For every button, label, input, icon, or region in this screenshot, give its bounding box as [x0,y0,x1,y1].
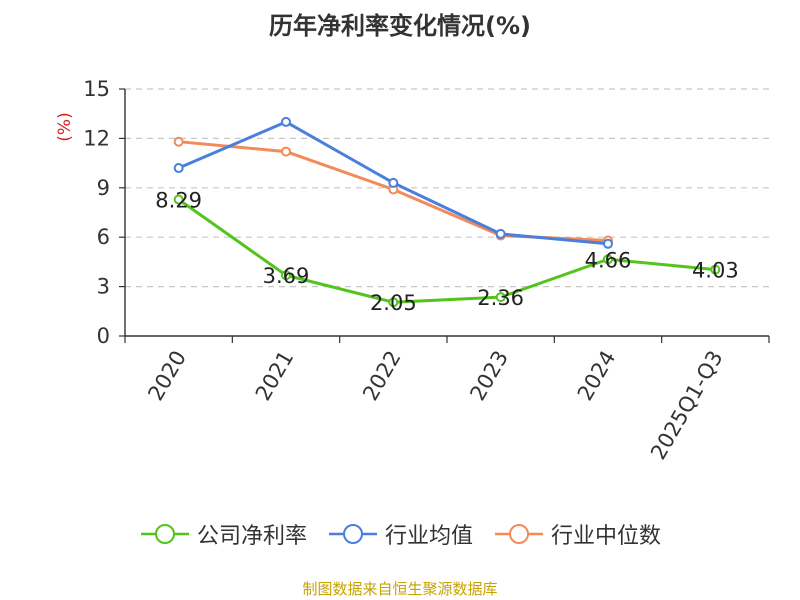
legend-circle [509,524,529,544]
data-point [603,238,613,249]
legend-label-industry-median: 行业中位数 [551,524,662,549]
legend-circle [154,524,175,544]
data-point [495,292,506,303]
legend-marker-industry-median [495,524,543,544]
y-tick-label: 12 [83,126,110,150]
data-point [173,163,184,174]
legend-label-industry-mean: 行业均值 [384,524,473,549]
data-point [603,254,613,265]
legend-item-industry-mean[interactable]: 行业均值 [327,518,473,550]
data-label: 4.03 [692,259,739,283]
data-label: 4.66 [585,248,632,272]
data-point [710,264,721,275]
x-tick-label: 2025Q1-Q3 [646,347,728,464]
x-tick-label: 2021 [251,347,299,405]
data-point [388,177,399,188]
y-tick-label: 3 [97,275,110,299]
series-line [177,198,716,304]
data-point [495,228,506,239]
data-label: 2.05 [370,291,417,315]
y-tick-label: 0 [97,324,110,348]
data-point [173,194,184,205]
data-point [388,297,399,308]
data-point [281,116,291,127]
data-label: 2.36 [477,286,524,310]
data-point [281,146,291,157]
legend-marker-company [140,524,189,544]
data-label: 3.69 [263,264,310,288]
y-tick-label: 6 [97,225,110,249]
data-label: 8.29 [155,188,202,212]
legend-circle [342,524,363,544]
legend-item-industry-median[interactable]: 行业中位数 [493,518,661,550]
chart-legend: 公司净利率 行业均值 行业中位数 [0,518,800,550]
legend-item-company[interactable]: 公司净利率 [139,518,307,550]
x-tick-label: 2024 [573,347,621,405]
data-point [281,270,291,281]
y-axis-title: (%) [55,112,75,141]
data-point [173,136,184,147]
legend-marker-industry-mean [328,524,377,544]
y-tick-label: 15 [83,77,110,101]
data-source-note: 制图数据来自恒生聚源数据库 [302,580,498,598]
x-tick-label: 2023 [465,346,513,404]
x-tick-label: 2022 [358,347,406,405]
chart-title: 历年净利率变化情况(%) [269,12,531,40]
x-tick-label: 2020 [143,347,191,405]
legend-label-company: 公司净利率 [196,524,307,549]
y-tick-label: 9 [97,176,110,200]
